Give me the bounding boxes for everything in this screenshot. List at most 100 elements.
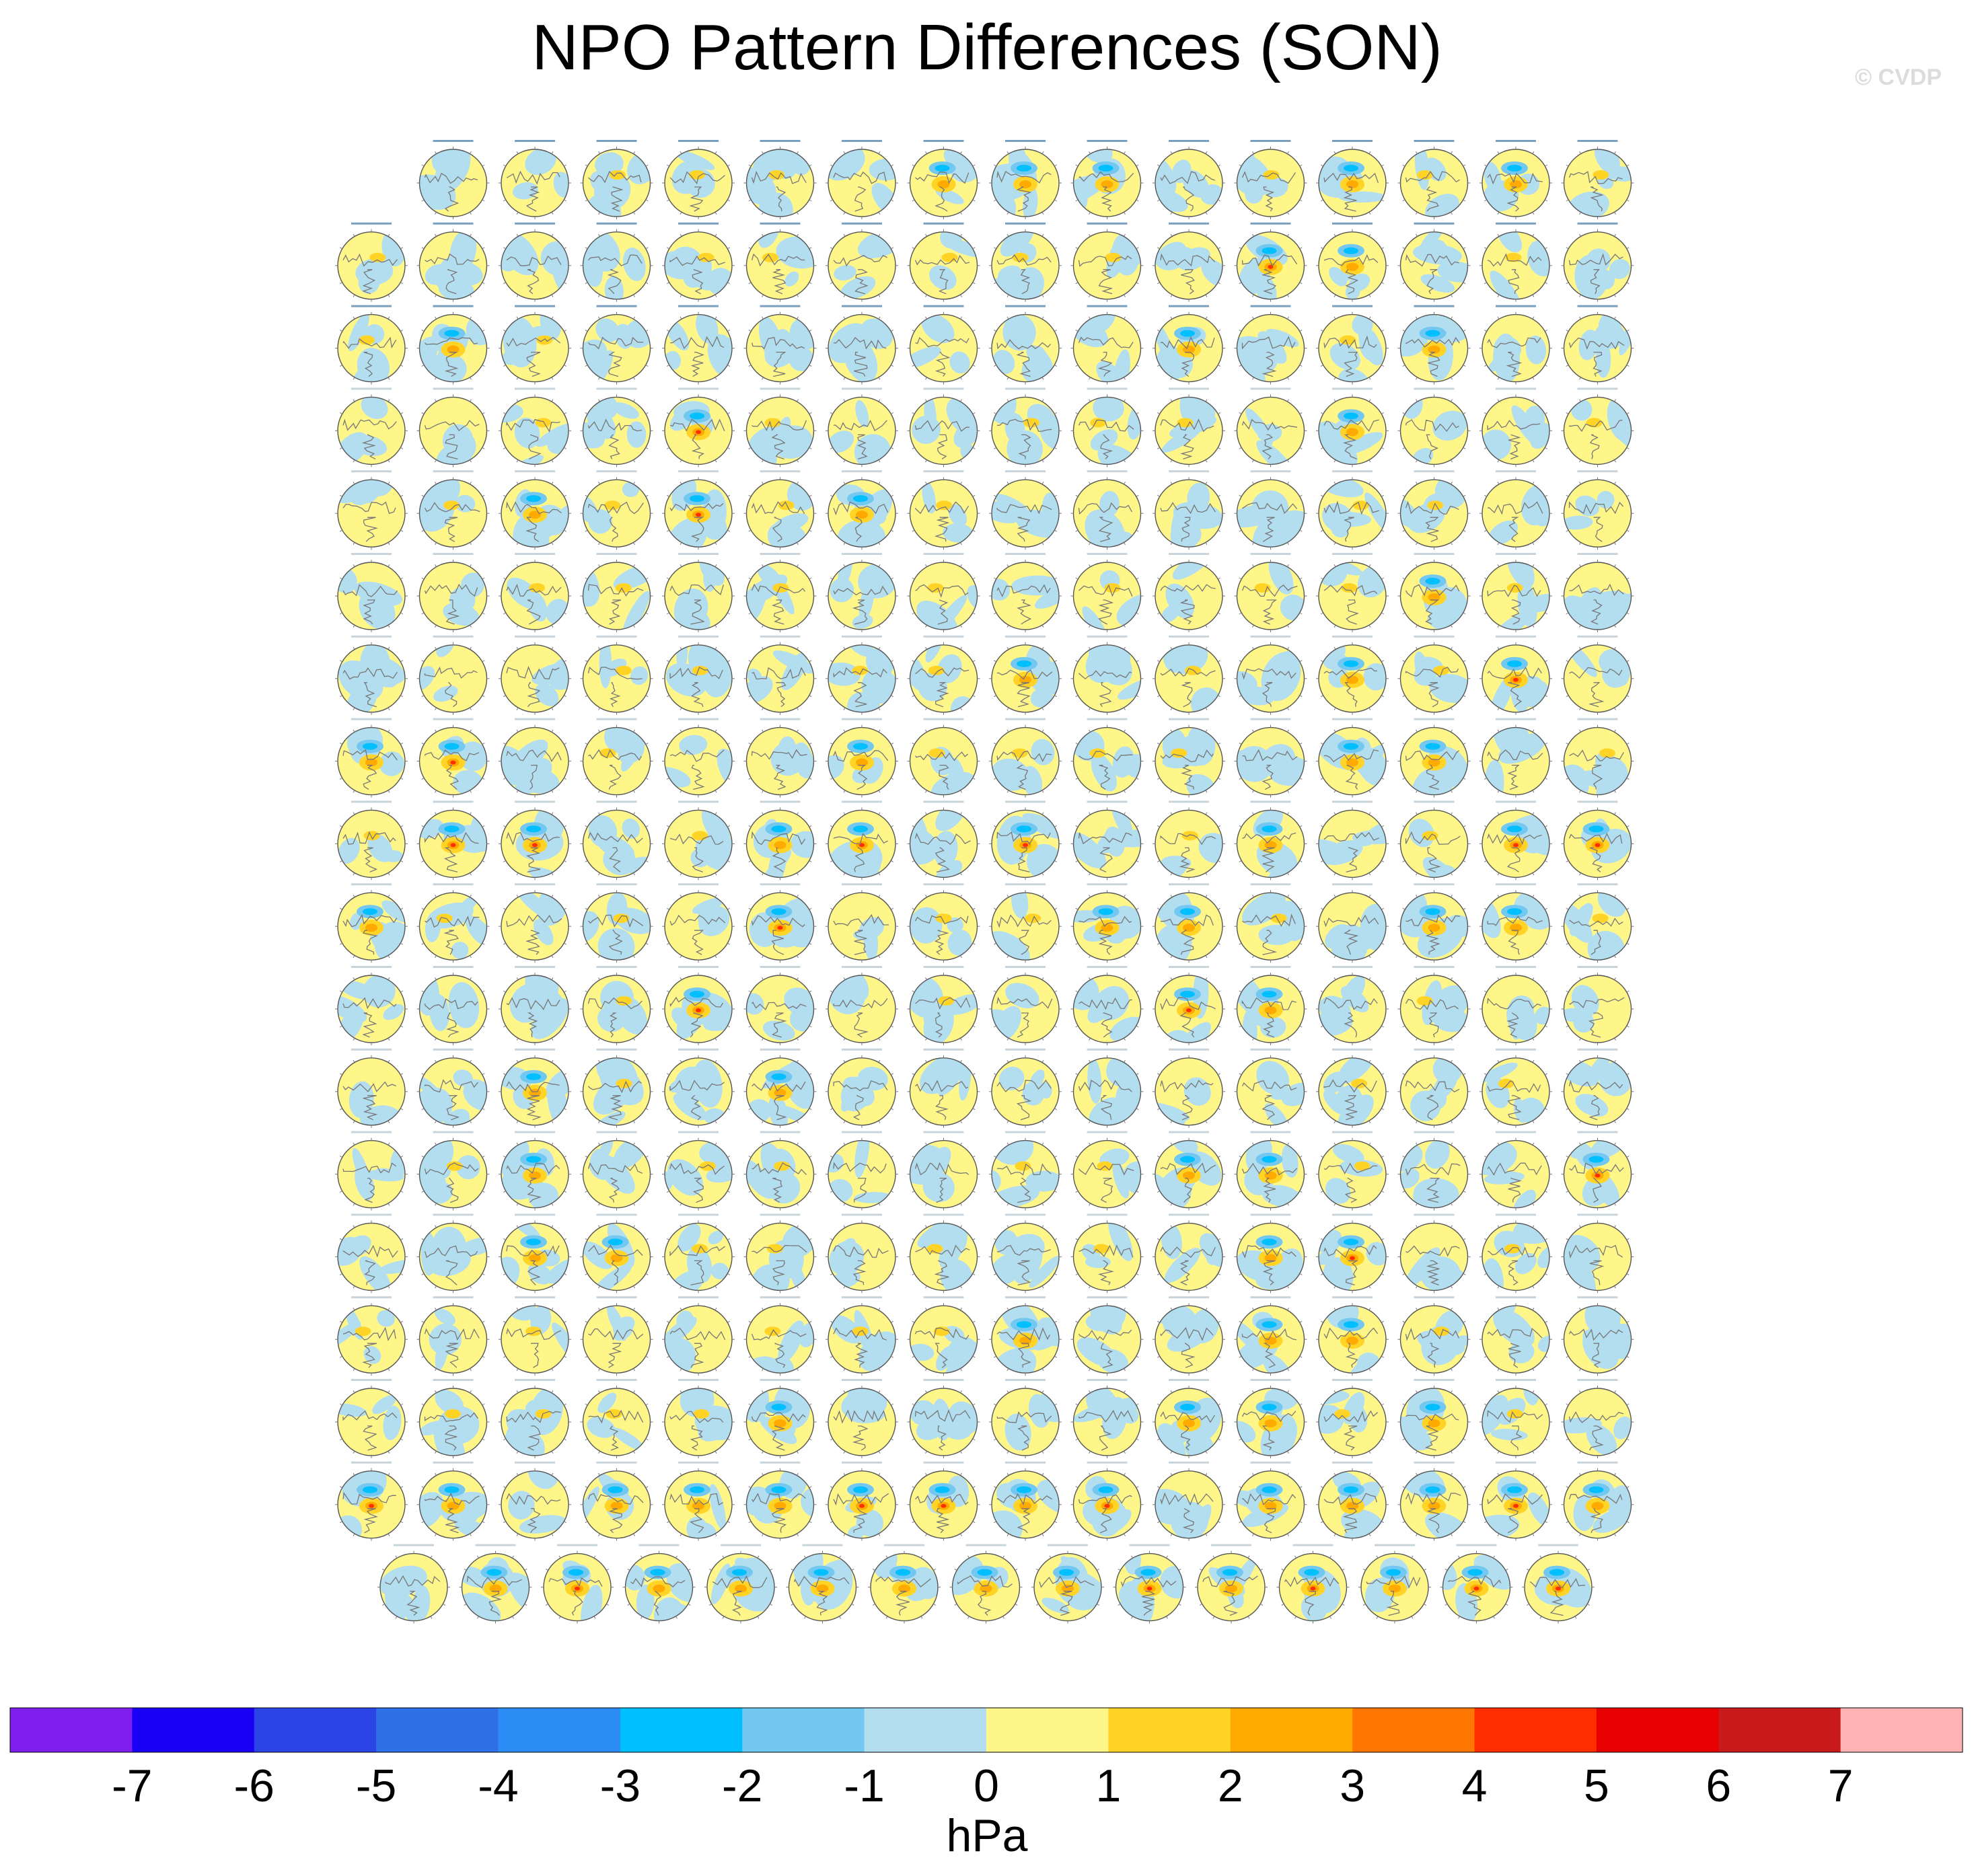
panel-caption (1577, 1213, 1618, 1216)
panel-caption (923, 1131, 964, 1133)
map-panel (907, 883, 980, 963)
map-panel (1397, 1379, 1471, 1458)
map-panel (416, 470, 490, 550)
panel-caption (1087, 1296, 1128, 1299)
map-panel (907, 1461, 980, 1541)
map-panel (907, 305, 980, 385)
panel-caption (1496, 305, 1536, 307)
panel-caption (1048, 1544, 1088, 1546)
map-panel (1234, 1461, 1307, 1541)
map-panel (499, 635, 571, 715)
panel-caption (1087, 718, 1128, 720)
map-panel (1397, 718, 1471, 798)
map-panel (335, 1296, 408, 1376)
map-panel (662, 1131, 735, 1211)
panel-caption (1414, 1379, 1455, 1381)
panel-caption (1414, 800, 1455, 803)
map-panel (499, 1296, 571, 1376)
panel-caption (965, 1544, 1007, 1546)
colorbar: -7 -6 -5 -4 -3 -2 -1 0 1 2 3 4 5 6 7 hPa (9, 1707, 1963, 1861)
map-panel (1397, 800, 1471, 880)
map-panel (662, 1213, 735, 1293)
panel-caption (1005, 470, 1046, 473)
panel-caption (1087, 1461, 1128, 1464)
panel-caption (1250, 470, 1291, 473)
panel-caption (678, 553, 719, 555)
colorbar-tick-label: 2 (1218, 1760, 1243, 1811)
panel-caption (433, 1213, 474, 1216)
map-panel (1522, 1544, 1595, 1624)
panel-caption (923, 635, 964, 638)
map-panel (541, 1544, 614, 1624)
panel-caption (1332, 553, 1373, 555)
panel-caption (1250, 1296, 1291, 1299)
map-panel (1153, 966, 1225, 1045)
panel-caption (923, 718, 964, 720)
map-panel (989, 553, 1062, 632)
colorbar-swatch (864, 1708, 987, 1752)
map-panel (826, 800, 898, 880)
panel-caption (1496, 1213, 1536, 1216)
map-panel (989, 966, 1062, 1045)
panel-caption (1577, 222, 1618, 225)
panel-caption (1577, 718, 1618, 720)
map-panel (743, 883, 817, 963)
chart-title: NPO Pattern Differences (SON) (532, 11, 1442, 83)
panel-caption (596, 553, 637, 555)
panel-caption (760, 140, 801, 142)
map-panel (1153, 140, 1225, 219)
panel-caption (1005, 553, 1046, 555)
map-panel (416, 1379, 490, 1458)
map-panel (1316, 1296, 1389, 1376)
map-panel (662, 470, 735, 550)
colorbar-swatch (1474, 1708, 1597, 1752)
panel-caption (515, 470, 555, 473)
map-panel (1316, 635, 1389, 715)
panel-caption (1211, 1544, 1251, 1546)
map-panel (335, 800, 408, 880)
map-panel (1234, 883, 1307, 963)
map-panel (1561, 222, 1634, 302)
panel-caption (1414, 553, 1455, 555)
panel-caption (351, 1131, 392, 1133)
map-panel (907, 387, 980, 467)
colorbar-tick-label: -3 (600, 1760, 641, 1811)
map-panel (1479, 387, 1552, 467)
panel-caption (433, 305, 474, 307)
map-panel (499, 222, 571, 302)
panel-caption (1250, 966, 1291, 968)
colorbar-swatch (986, 1708, 1109, 1752)
map-panel (499, 1048, 571, 1128)
panel-caption (515, 387, 555, 390)
map-panel (743, 635, 817, 715)
map-panel (1316, 1048, 1389, 1128)
panel-caption (1005, 1296, 1046, 1299)
panel-caption (1332, 470, 1373, 473)
map-panel (1479, 1461, 1552, 1541)
panel-caption (515, 718, 555, 720)
panel-caption (760, 1048, 801, 1051)
map-panel (1234, 1379, 1307, 1458)
map-panel (1031, 1544, 1104, 1624)
map-panel (1479, 470, 1552, 550)
map-panel (416, 800, 490, 880)
panel-caption (678, 470, 719, 473)
panel-caption (760, 800, 801, 803)
map-panel (1234, 305, 1307, 385)
panel-caption (923, 1296, 964, 1299)
map-panel (1316, 305, 1389, 385)
panel-caption (515, 222, 555, 225)
map-panel (1234, 1213, 1307, 1293)
map-panel (1561, 553, 1634, 632)
panel-caption (1414, 966, 1455, 968)
map-panel (1153, 387, 1225, 467)
panel-caption (1496, 1461, 1536, 1464)
map-panel (416, 883, 490, 963)
map-panel (1070, 470, 1144, 550)
panel-caption (394, 1544, 434, 1546)
map-panel (743, 1213, 817, 1293)
panel-caption (842, 1461, 882, 1464)
map-panel (580, 387, 653, 467)
panel-caption (842, 1213, 882, 1216)
map-panel (743, 305, 817, 385)
